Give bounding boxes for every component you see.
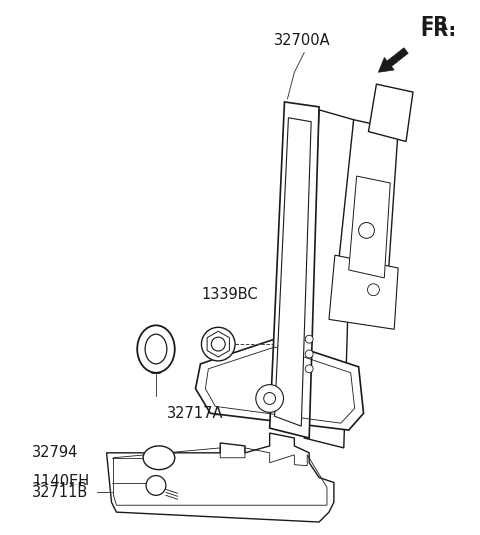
Polygon shape: [349, 176, 390, 278]
Polygon shape: [270, 102, 319, 438]
Polygon shape: [369, 84, 413, 141]
Polygon shape: [329, 255, 398, 329]
Text: 32700A: 32700A: [274, 33, 331, 48]
Polygon shape: [195, 339, 363, 430]
Polygon shape: [304, 110, 354, 448]
Text: 32711B: 32711B: [33, 485, 89, 500]
Circle shape: [368, 284, 379, 296]
Circle shape: [305, 350, 313, 358]
Text: 32717A: 32717A: [167, 407, 224, 422]
Text: 32794: 32794: [33, 445, 79, 460]
Circle shape: [146, 476, 166, 495]
Text: 1339BC: 1339BC: [202, 287, 258, 302]
Text: FR.: FR.: [420, 16, 456, 34]
Text: FR.: FR.: [420, 21, 456, 40]
Circle shape: [264, 393, 276, 404]
Polygon shape: [275, 118, 311, 426]
Circle shape: [202, 327, 235, 361]
Ellipse shape: [143, 446, 175, 470]
Text: 1140EH: 1140EH: [33, 474, 90, 489]
Circle shape: [211, 337, 225, 351]
Circle shape: [256, 385, 284, 412]
Polygon shape: [339, 120, 398, 275]
Polygon shape: [107, 433, 334, 522]
Circle shape: [305, 335, 313, 343]
Ellipse shape: [145, 334, 167, 364]
FancyArrow shape: [378, 48, 408, 72]
Circle shape: [359, 223, 374, 238]
Circle shape: [305, 365, 313, 373]
Ellipse shape: [137, 325, 175, 373]
Text: 32711B: 32711B: [33, 482, 89, 497]
